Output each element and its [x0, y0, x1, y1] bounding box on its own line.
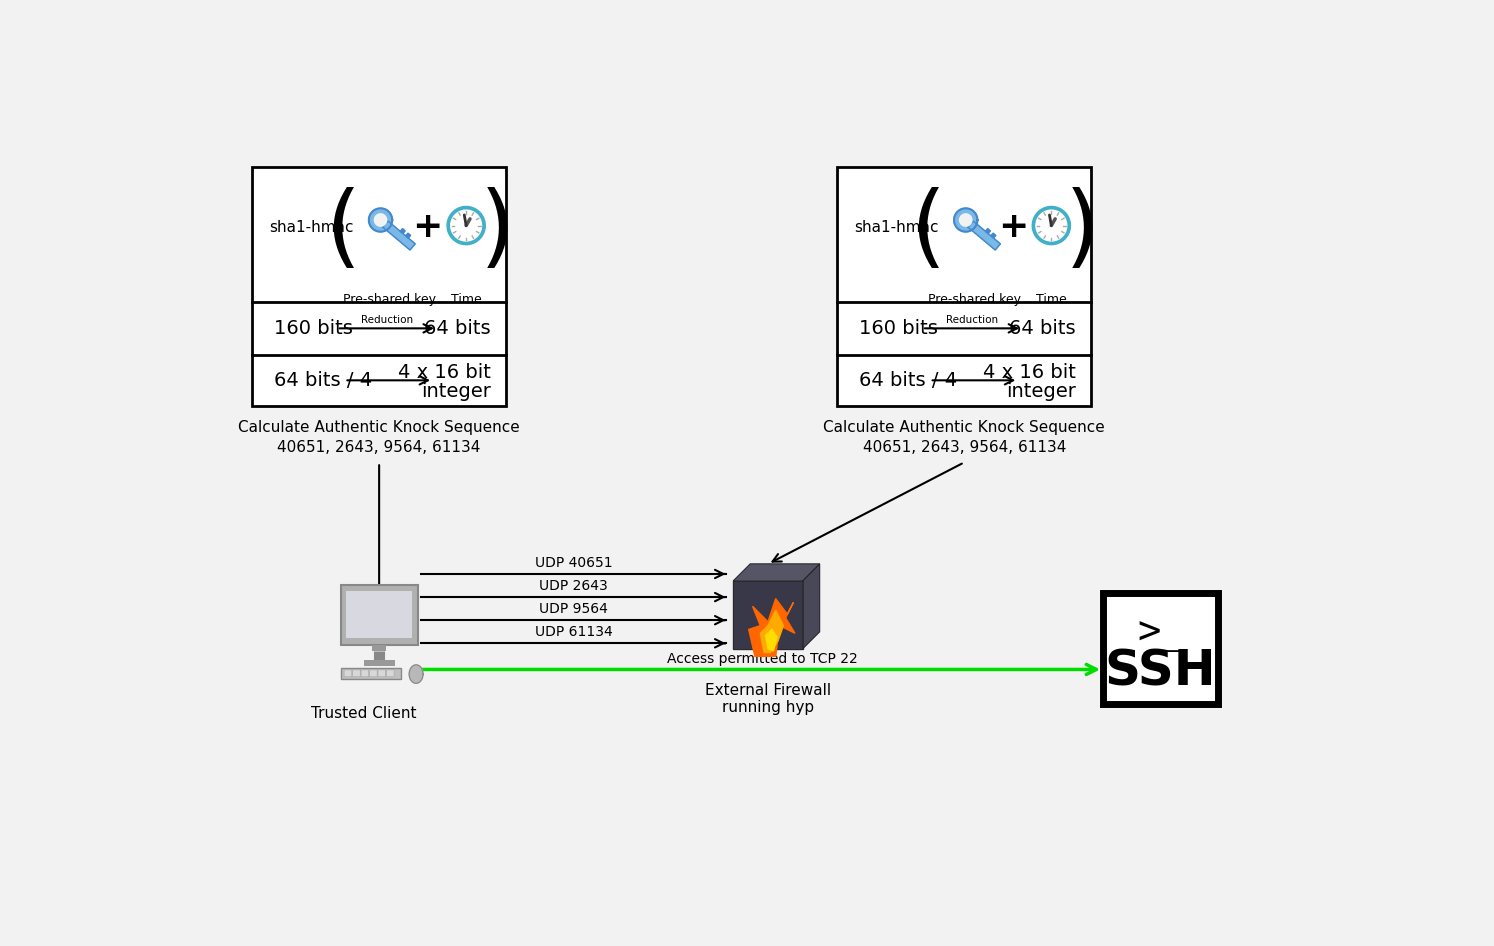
Polygon shape: [369, 208, 393, 232]
FancyBboxPatch shape: [837, 167, 1092, 406]
Text: Reduction: Reduction: [360, 315, 412, 325]
Polygon shape: [447, 206, 486, 245]
Text: 64 bits: 64 bits: [1010, 319, 1076, 338]
Text: ): ): [1065, 187, 1100, 275]
Polygon shape: [748, 599, 795, 657]
Text: UDP 9564: UDP 9564: [539, 603, 608, 617]
Text: 4 x 16 bit: 4 x 16 bit: [397, 363, 492, 382]
Text: UDP 40651: UDP 40651: [535, 556, 613, 570]
Polygon shape: [382, 221, 415, 250]
Text: Reduction: Reduction: [946, 315, 998, 325]
Text: Calculate Authentic Knock Sequence: Calculate Authentic Knock Sequence: [823, 420, 1106, 435]
Text: Time: Time: [1035, 293, 1067, 306]
Polygon shape: [955, 208, 977, 232]
FancyBboxPatch shape: [347, 590, 412, 638]
Text: Pre-shared key: Pre-shared key: [928, 293, 1020, 306]
Polygon shape: [802, 564, 820, 649]
Polygon shape: [405, 233, 411, 238]
Text: +: +: [412, 210, 442, 244]
FancyBboxPatch shape: [369, 670, 376, 676]
FancyBboxPatch shape: [378, 670, 385, 676]
Text: 40651, 2643, 9564, 61134: 40651, 2643, 9564, 61134: [862, 440, 1067, 455]
FancyBboxPatch shape: [341, 585, 418, 645]
FancyBboxPatch shape: [363, 660, 394, 666]
Text: 64 bits: 64 bits: [424, 319, 492, 338]
Polygon shape: [959, 214, 973, 226]
FancyBboxPatch shape: [362, 670, 369, 676]
Polygon shape: [734, 581, 802, 649]
Text: integer: integer: [421, 381, 492, 400]
Text: External Firewall: External Firewall: [705, 683, 831, 698]
Text: UDP 61134: UDP 61134: [535, 625, 613, 639]
Text: 4 x 16 bit: 4 x 16 bit: [983, 363, 1076, 382]
Polygon shape: [734, 564, 820, 581]
Text: SSH: SSH: [1106, 648, 1216, 695]
Polygon shape: [409, 665, 423, 683]
Text: (: (: [910, 187, 946, 275]
Text: Time: Time: [451, 293, 481, 306]
Polygon shape: [400, 229, 405, 234]
Polygon shape: [986, 229, 991, 234]
Text: Access permitted to TCP 22: Access permitted to TCP 22: [666, 652, 858, 666]
Text: integer: integer: [1005, 381, 1076, 400]
FancyBboxPatch shape: [1103, 593, 1219, 705]
Polygon shape: [1035, 210, 1067, 241]
Text: (: (: [326, 187, 360, 275]
Polygon shape: [968, 221, 1001, 250]
FancyBboxPatch shape: [372, 645, 385, 651]
Text: UDP 2643: UDP 2643: [539, 579, 608, 593]
Text: +: +: [998, 210, 1028, 244]
Text: 64 bits / 4: 64 bits / 4: [273, 371, 372, 390]
Text: Calculate Authentic Knock Sequence: Calculate Authentic Knock Sequence: [238, 420, 520, 435]
Polygon shape: [765, 629, 777, 651]
Polygon shape: [1032, 206, 1070, 245]
FancyBboxPatch shape: [344, 670, 351, 676]
FancyBboxPatch shape: [342, 668, 402, 678]
Text: 160 bits: 160 bits: [859, 319, 938, 338]
Text: running hyp: running hyp: [722, 700, 814, 715]
Text: Pre-shared key: Pre-shared key: [342, 293, 436, 306]
Polygon shape: [760, 610, 783, 653]
Polygon shape: [991, 233, 996, 238]
Text: Trusted Client: Trusted Client: [311, 707, 417, 722]
Text: sha1-hmac: sha1-hmac: [855, 219, 938, 235]
Text: sha1-hmac: sha1-hmac: [269, 219, 354, 235]
FancyBboxPatch shape: [252, 167, 506, 406]
Text: >_: >_: [1137, 614, 1185, 653]
FancyBboxPatch shape: [353, 670, 360, 676]
Text: 40651, 2643, 9564, 61134: 40651, 2643, 9564, 61134: [278, 440, 481, 455]
Polygon shape: [375, 214, 387, 226]
Text: ): ): [480, 187, 514, 275]
FancyBboxPatch shape: [387, 670, 394, 676]
Text: 64 bits / 4: 64 bits / 4: [859, 371, 958, 390]
Text: 160 bits: 160 bits: [273, 319, 353, 338]
Polygon shape: [451, 210, 481, 241]
